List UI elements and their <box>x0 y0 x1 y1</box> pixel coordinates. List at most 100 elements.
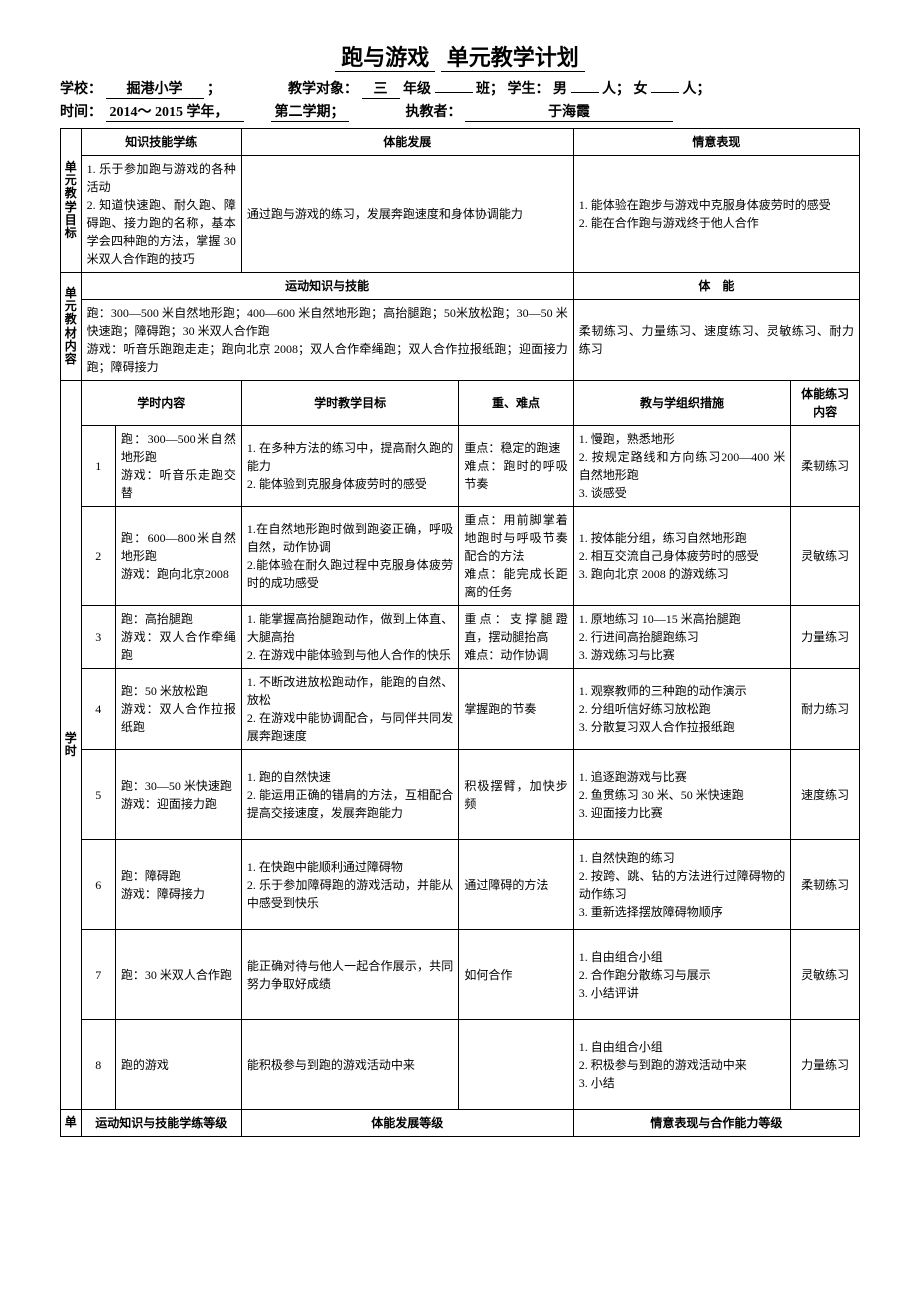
object-label: 教学对象： <box>288 82 358 97</box>
male-blank <box>571 92 599 93</box>
material-h1: 运动知识与技能 <box>81 273 573 300</box>
lesson-measure: 1. 按体能分组，练习自然地形跑2. 相互交流自己身体疲劳时的感受3. 跑向北京… <box>573 507 790 606</box>
lesson-goal: 能积极参与到跑的游戏活动中来 <box>241 1020 458 1110</box>
material-h2: 体 能 <box>573 273 859 300</box>
lesson-goal: 1. 跑的自然快速2. 能运用正确的错肩的方法，互相配合提高交接速度，发展奔跑能… <box>241 750 458 840</box>
lesson-key: 掌握跑的节奏 <box>459 669 573 750</box>
lesson-measure: 1. 自由组合小组2. 积极参与到跑的游戏活动中来3. 小结 <box>573 1020 790 1110</box>
footer-h3: 情意表现与合作能力等级 <box>573 1110 859 1137</box>
lesson-content: 跑：高抬腿跑游戏：双人合作牵绳跑 <box>115 606 241 669</box>
lesson-goal: 1. 在多种方法的练习中，提高耐久跑的能力2. 能体验到克服身体疲劳时的感受 <box>241 426 458 507</box>
header-line-1: 学校： 掘港小学 ； 教学对象： 三 年级 班； 学生： 男 人； 女 人； <box>60 78 860 99</box>
lesson-key: 通过障碍的方法 <box>459 840 573 930</box>
lesson-content: 跑：600—800米自然地形跑游戏：跑向北京2008 <box>115 507 241 606</box>
lesson-goal: 1. 不断改进放松跑动作，能跑的自然、放松2. 在游戏中能协调配合，与同伴共同发… <box>241 669 458 750</box>
people2: 人； <box>683 82 711 97</box>
lesson-phys: 力量练习 <box>791 1020 860 1110</box>
lesson-goal: 1. 能掌握高抬腿跑动作，做到上体直、大腿高抬2. 在游戏中能体验到与他人合作的… <box>241 606 458 669</box>
lesson-num: 1 <box>81 426 115 507</box>
lesson-row: 8 跑的游戏 能积极参与到跑的游戏活动中来 1. 自由组合小组2. 积极参与到跑… <box>61 1020 860 1110</box>
lh-measure: 教与学组织措施 <box>573 381 790 426</box>
lesson-content: 跑：30 米双人合作跑 <box>115 930 241 1020</box>
lesson-key: 重点：用前脚掌着地跑时与呼吸节奏配合的方法难点：能完成长距离的任务 <box>459 507 573 606</box>
term-value: 第二学期； <box>271 101 349 122</box>
lesson-phys: 力量练习 <box>791 606 860 669</box>
lesson-measure: 1. 原地练习 10—15 米高抬腿跑2. 行进间高抬腿跑练习3. 游戏练习与比… <box>573 606 790 669</box>
lesson-measure: 1. 追逐跑游戏与比赛2. 鱼贯练习 30 米、50 米快速跑3. 迎面接力比赛 <box>573 750 790 840</box>
material-c1: 跑：300—500 米自然地形跑；400—600 米自然地形跑；高抬腿跑；50米… <box>81 300 573 381</box>
lesson-content: 跑的游戏 <box>115 1020 241 1110</box>
lesson-key: 重点：支撑腿蹬直，摆动腿抬高难点：动作协调 <box>459 606 573 669</box>
student-label: 学生： <box>508 82 550 97</box>
lesson-content: 跑：300—500米自然地形跑游戏：听音乐走跑交替 <box>115 426 241 507</box>
lesson-row: 2 跑：600—800米自然地形跑游戏：跑向北京2008 1.在自然地形跑时做到… <box>61 507 860 606</box>
sep: ； <box>207 82 221 97</box>
lesson-key: 积极摆臂，加快步频 <box>459 750 573 840</box>
class-blank <box>435 92 473 93</box>
school-label: 学校： <box>60 82 102 97</box>
lesson-num: 7 <box>81 930 115 1020</box>
lesson-content: 跑：50 米放松跑游戏：双人合作拉报纸跑 <box>115 669 241 750</box>
lesson-row: 4 跑：50 米放松跑游戏：双人合作拉报纸跑 1. 不断改进放松跑动作，能跑的自… <box>61 669 860 750</box>
lesson-goal: 1. 在快跑中能顺利通过障碍物2. 乐于参加障碍跑的游戏活动，并能从中感受到快乐 <box>241 840 458 930</box>
lh-key: 重、难点 <box>459 381 573 426</box>
lh-goal: 学时教学目标 <box>241 381 458 426</box>
lesson-phys: 灵敏练习 <box>791 507 860 606</box>
material-side: 单元教材内容 <box>61 273 82 381</box>
page-title: 跑与游戏 单元教学计划 <box>60 40 860 72</box>
goals-h1: 知识技能学练 <box>81 129 241 156</box>
lesson-phys: 柔韧练习 <box>791 426 860 507</box>
goals-side: 单元教学目标 <box>61 129 82 273</box>
teacher-label: 执教者： <box>406 105 462 120</box>
goals-h2: 体能发展 <box>241 129 573 156</box>
footer-h1: 运动知识与技能学练等级 <box>81 1110 241 1137</box>
lesson-num: 2 <box>81 507 115 606</box>
lesson-measure: 1. 自由组合小组2. 合作跑分散练习与展示3. 小结评讲 <box>573 930 790 1020</box>
lesson-num: 3 <box>81 606 115 669</box>
title-left: 跑与游戏 <box>335 45 435 72</box>
lesson-row: 7 跑：30 米双人合作跑 能正确对待与他人一起合作展示，共同努力争取好成绩 如… <box>61 930 860 1020</box>
lesson-key: 如何合作 <box>459 930 573 1020</box>
goals-h3: 情意表现 <box>573 129 859 156</box>
goals-c2: 通过跑与游戏的练习，发展奔跑速度和身体协调能力 <box>241 156 573 273</box>
lesson-num: 6 <box>81 840 115 930</box>
footer-h2: 体能发展等级 <box>241 1110 573 1137</box>
lesson-row: 6 跑：障碍跑游戏：障碍接力 1. 在快跑中能顺利通过障碍物2. 乐于参加障碍跑… <box>61 840 860 930</box>
title-right: 单元教学计划 <box>441 45 585 72</box>
time-label: 时间： <box>60 105 102 120</box>
teacher-value: 于海霞 <box>465 101 673 122</box>
footer-side: 单 <box>61 1110 82 1137</box>
lesson-num: 8 <box>81 1020 115 1110</box>
lesson-measure: 1. 慢跑，熟悉地形2. 按规定路线和方向练习200—400 米自然地形跑3. … <box>573 426 790 507</box>
lesson-phys: 灵敏练习 <box>791 930 860 1020</box>
lesson-row: 1 跑：300—500米自然地形跑游戏：听音乐走跑交替 1. 在多种方法的练习中… <box>61 426 860 507</box>
people1: 人； <box>602 82 630 97</box>
school-value: 掘港小学 <box>106 78 204 99</box>
lesson-measure: 1. 自然快跑的练习2. 按跨、跳、钻的方法进行过障碍物的动作练习3. 重新选择… <box>573 840 790 930</box>
female-blank <box>651 92 679 93</box>
lesson-phys: 耐力练习 <box>791 669 860 750</box>
male: 男 <box>553 82 567 97</box>
material-c2: 柔韧练习、力量练习、速度练习、灵敏练习、耐力练习 <box>573 300 859 381</box>
header-line-2: 时间： 2014～ 2015 学年， 第二学期； 执教者： 于海霞 <box>60 101 860 122</box>
female: 女 <box>634 82 648 97</box>
lesson-side: 学时 <box>61 381 82 1110</box>
plan-table: 单元教学目标 知识技能学练 体能发展 情意表现 1. 乐于参加跑与游戏的各种活动… <box>60 128 860 1137</box>
lesson-content: 跑：30—50 米快速跑游戏：迎面接力跑 <box>115 750 241 840</box>
lesson-num: 4 <box>81 669 115 750</box>
lesson-phys: 速度练习 <box>791 750 860 840</box>
lesson-row: 5 跑：30—50 米快速跑游戏：迎面接力跑 1. 跑的自然快速2. 能运用正确… <box>61 750 860 840</box>
lesson-content: 跑：障碍跑游戏：障碍接力 <box>115 840 241 930</box>
lh-phys: 体能练习内容 <box>791 381 860 426</box>
lesson-goal: 1.在自然地形跑时做到跑姿正确，呼吸自然，动作协调2.能体验在耐久跑过程中克服身… <box>241 507 458 606</box>
lh-content: 学时内容 <box>81 381 241 426</box>
lesson-phys: 柔韧练习 <box>791 840 860 930</box>
grade-suffix: 年级 <box>403 82 431 97</box>
lesson-goal: 能正确对待与他人一起合作展示，共同努力争取好成绩 <box>241 930 458 1020</box>
lesson-key: 重点：稳定的跑速难点：跑时的呼吸节奏 <box>459 426 573 507</box>
grade-value: 三 <box>362 78 400 99</box>
lesson-measure: 1. 观察教师的三种跑的动作演示2. 分组听信好练习放松跑3. 分散复习双人合作… <box>573 669 790 750</box>
goals-c3: 1. 能体验在跑步与游戏中克服身体疲劳时的感受2. 能在合作跑与游戏终于他人合作 <box>573 156 859 273</box>
lesson-row: 3 跑：高抬腿跑游戏：双人合作牵绳跑 1. 能掌握高抬腿跑动作，做到上体直、大腿… <box>61 606 860 669</box>
year-value: 2014～ 2015 学年， <box>106 101 244 122</box>
